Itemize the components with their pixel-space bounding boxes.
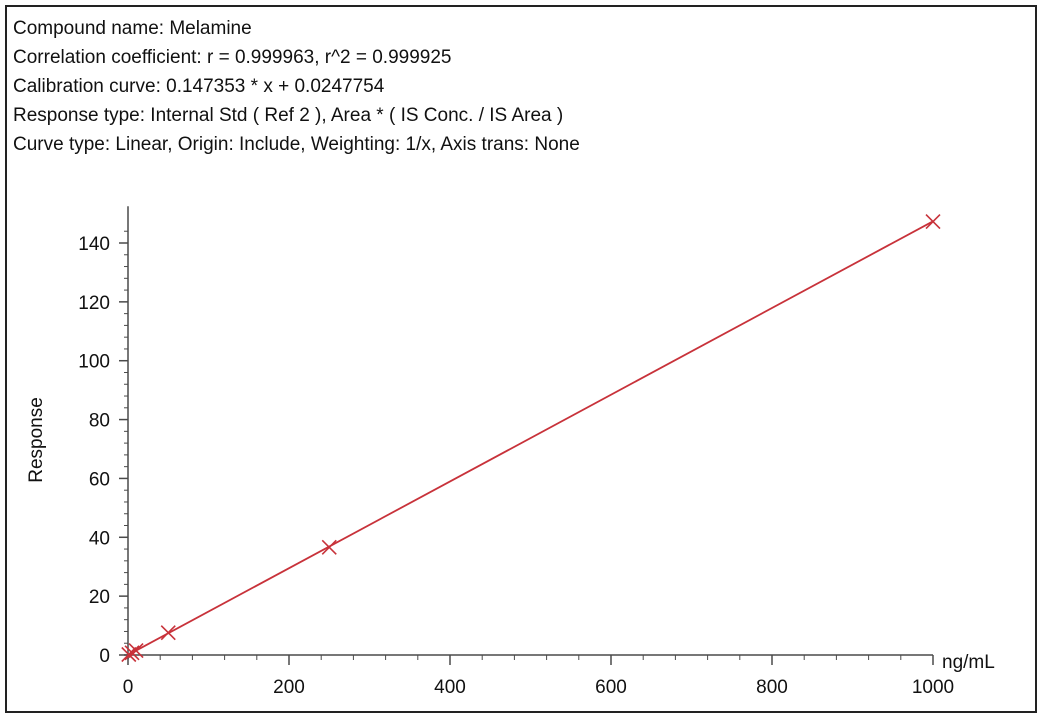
- major-ticks: [119, 242, 934, 665]
- y-axis-label: Response: [26, 397, 47, 483]
- y-tick-labels: 0 20 40 60 80 100 120 140: [78, 234, 110, 667]
- data-point-marker: [925, 213, 941, 230]
- data-points: [121, 213, 941, 663]
- y-tick-label: 120: [78, 293, 110, 314]
- marker-stroke: [321, 539, 337, 555]
- data-point-marker: [321, 539, 337, 555]
- x-tick-label: 200: [273, 677, 305, 698]
- data-point-marker: [160, 625, 176, 641]
- marker-stroke: [128, 643, 144, 659]
- compound-name-line: Compound name: Melamine: [13, 18, 252, 39]
- x-axis-label: ng/mL: [942, 652, 995, 673]
- correlation-coefficient-line: Correlation coefficient: r = 0.999963, r…: [13, 47, 452, 68]
- y-tick-label: 80: [89, 411, 110, 432]
- data-point-marker: [128, 643, 144, 659]
- x-tick-label: 600: [595, 677, 627, 698]
- y-tick-label: 100: [78, 352, 110, 373]
- x-tick-labels: 0 200 400 600 800 1000: [123, 677, 954, 698]
- marker-stroke: [160, 625, 176, 641]
- minor-ticks: [124, 230, 902, 660]
- chart-frame: [5, 5, 1037, 713]
- x-tick-label: 1000: [912, 677, 954, 698]
- calibration-curve-line: Calibration curve: 0.147353 * x + 0.0247…: [13, 76, 385, 97]
- y-tick-label: 40: [89, 528, 110, 549]
- y-tick-label: 60: [89, 469, 110, 490]
- y-tick-label: 140: [78, 234, 110, 255]
- marker-stroke: [121, 646, 137, 663]
- response-type-line: Response type: Internal Std ( Ref 2 ), A…: [13, 105, 564, 126]
- marker-stroke: [925, 213, 941, 230]
- x-tick-label: 400: [434, 677, 466, 698]
- curve-type-line: Curve type: Linear, Origin: Include, Wei…: [13, 134, 580, 155]
- data-point-marker: [121, 646, 137, 663]
- calibration-fit-line: [127, 220, 934, 656]
- y-tick-label: 0: [99, 646, 110, 667]
- data-point-marker: [124, 645, 140, 661]
- x-tick-label: 0: [123, 677, 134, 698]
- marker-stroke: [124, 645, 140, 661]
- x-tick-label: 800: [756, 677, 788, 698]
- y-tick-label: 20: [89, 587, 110, 608]
- calibration-summary: Compound name: Melamine Correlation coef…: [13, 14, 580, 159]
